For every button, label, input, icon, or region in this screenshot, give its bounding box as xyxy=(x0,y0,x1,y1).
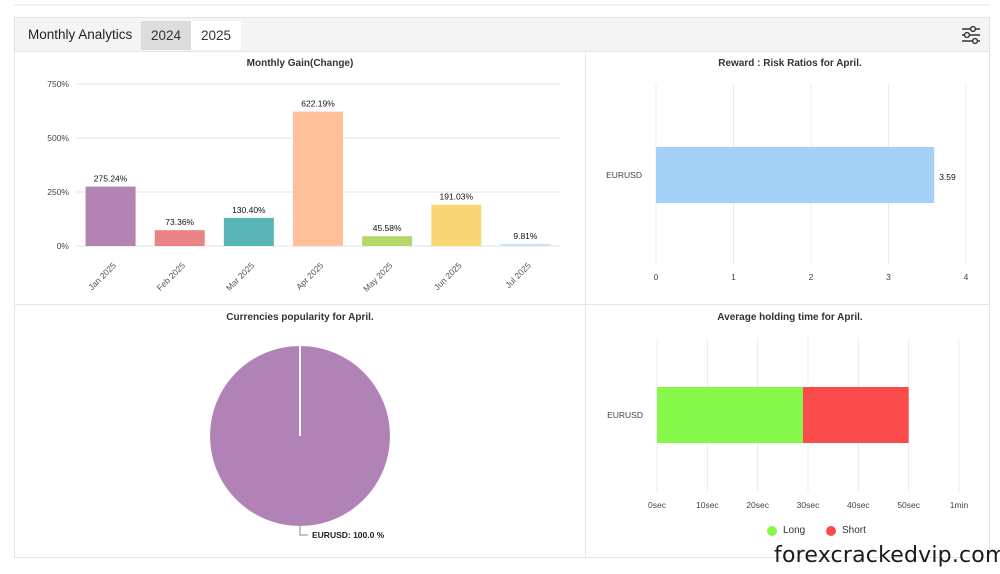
legend-short-label: Short xyxy=(842,525,866,536)
gain-value-label: 73.36% xyxy=(165,217,194,227)
monthly-analytics-card: Monthly Analytics 2024 2025 xyxy=(14,17,990,558)
pie-label-connector xyxy=(299,526,308,536)
holding-x-tick: 50sec xyxy=(897,500,920,510)
legend-short-swatch xyxy=(826,526,836,536)
reward-risk-title: Reward : Risk Ratios for April. xyxy=(718,58,862,69)
holding-x-tick: 40sec xyxy=(847,500,870,510)
watermark-text: forexcrackedvip.com xyxy=(774,543,1000,568)
holding-x-tick: 20sec xyxy=(746,500,769,510)
gain-value-label: 45.58% xyxy=(373,223,402,233)
gain-bar xyxy=(362,236,413,246)
average-holding-title: Average holding time for April. xyxy=(717,312,863,323)
legend-long-swatch xyxy=(767,526,777,536)
gain-bar xyxy=(154,230,205,246)
gain-bar xyxy=(223,217,274,246)
card-header: Monthly Analytics 2024 2025 xyxy=(15,18,989,52)
holding-bar-short xyxy=(802,387,909,443)
gain-x-tick: May 2025 xyxy=(361,260,395,294)
reward-x-tick: 0 xyxy=(654,272,659,282)
monthly-gain-title: Monthly Gain(Change) xyxy=(246,58,354,69)
gain-value-label: 622.19% xyxy=(301,99,335,109)
holding-x-tick: 30sec xyxy=(797,500,820,510)
holding-x-tick: 0sec xyxy=(648,500,667,510)
gain-x-tick: Jan 2025 xyxy=(86,260,118,292)
currencies-popularity-title: Currencies popularity for April. xyxy=(226,312,374,323)
gain-x-tick: Jul 2025 xyxy=(503,260,533,290)
filter-sliders-icon[interactable] xyxy=(960,25,982,45)
gain-x-tick: Mar 2025 xyxy=(224,260,257,293)
gain-x-tick: Jun 2025 xyxy=(432,260,464,292)
gain-y-tick: 500% xyxy=(47,133,69,143)
tab-2025[interactable]: 2025 xyxy=(191,21,242,50)
gain-y-tick: 0% xyxy=(57,241,70,251)
holding-bar-long xyxy=(657,387,803,443)
pie-slice-label: EURUSD: 100.0 % xyxy=(312,530,385,540)
gain-value-label: 191.03% xyxy=(440,192,474,202)
gain-x-tick: Feb 2025 xyxy=(155,260,188,293)
gain-value-label: 130.40% xyxy=(232,205,266,215)
horizontal-divider xyxy=(15,304,989,305)
holding-x-tick: 1min xyxy=(950,500,969,510)
gain-y-tick: 250% xyxy=(47,187,69,197)
holding-category-label: EURUSD xyxy=(607,410,643,420)
reward-bar xyxy=(656,147,935,203)
tab-2024[interactable]: 2024 xyxy=(141,21,192,50)
reward-category-label: EURUSD xyxy=(606,170,642,180)
reward-x-tick: 2 xyxy=(809,272,814,282)
card-title: Monthly Analytics xyxy=(28,27,133,42)
gain-bar xyxy=(293,111,343,246)
gain-bar xyxy=(85,186,136,246)
reward-x-tick: 4 xyxy=(964,272,969,282)
legend-long-label: Long xyxy=(783,525,806,536)
reward-value-label: 3.59 xyxy=(939,172,956,182)
top-divider xyxy=(14,4,990,6)
gain-bar xyxy=(431,204,482,246)
gain-bar xyxy=(500,243,551,246)
gain-x-tick: Apr 2025 xyxy=(294,260,326,292)
reward-x-tick: 3 xyxy=(886,272,891,282)
gain-y-tick: 750% xyxy=(47,79,69,89)
gain-value-label: 275.24% xyxy=(94,174,128,184)
reward-x-tick: 1 xyxy=(731,272,736,282)
gain-value-label: 9.81% xyxy=(513,231,538,241)
holding-x-tick: 10sec xyxy=(696,500,719,510)
